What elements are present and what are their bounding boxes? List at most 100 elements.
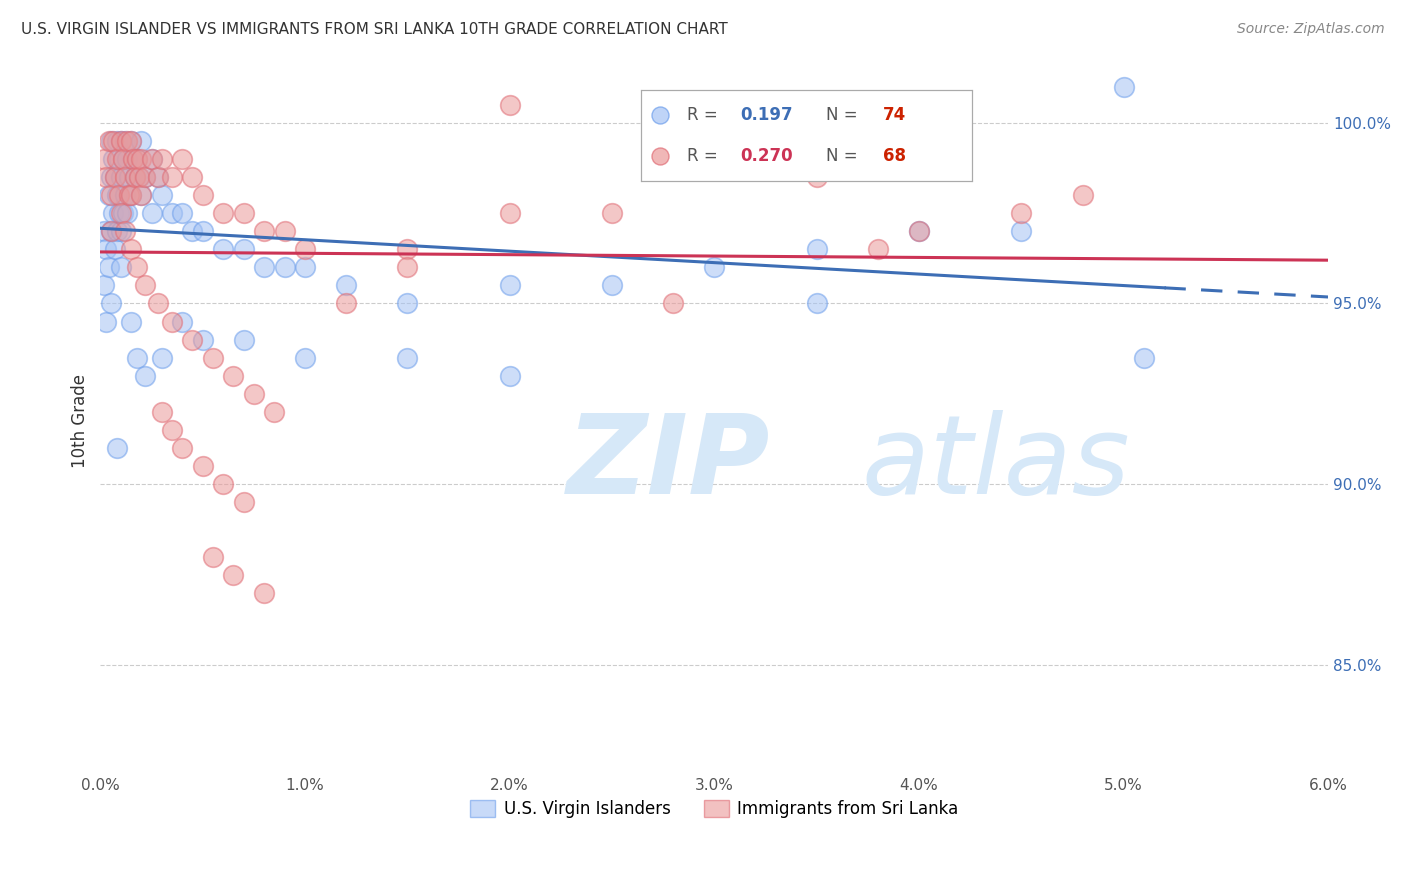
Point [1010,224,1032,238]
Point [96,242,118,256]
Point [110,169,132,184]
Point [294,351,316,365]
Point [111,152,134,166]
Point [191,459,214,474]
Point [118,188,141,202]
Point [110,260,132,275]
Point [212,206,235,220]
Point [600,278,623,293]
Point [107,188,129,202]
Point [160,314,183,328]
Point [115,152,138,166]
Point [146,169,169,184]
Point [100,169,122,184]
Point [181,169,204,184]
Point [703,260,725,275]
Point [97,134,120,148]
Point [263,405,285,419]
Point [105,152,128,166]
Point [105,224,128,238]
Point [129,188,152,202]
Point [1133,351,1156,365]
Point [110,134,132,148]
Point [243,387,266,401]
Point [160,423,183,437]
Text: Source: ZipAtlas.com: Source: ZipAtlas.com [1237,22,1385,37]
Point [110,206,132,220]
Point [134,169,156,184]
Point [124,169,146,184]
Point [120,314,142,328]
Point [146,169,169,184]
Point [201,549,224,564]
Point [806,169,828,184]
Point [105,134,128,148]
Point [222,368,245,383]
Point [105,441,128,455]
Point [172,206,194,220]
Point [96,314,118,328]
Point [97,260,120,275]
Point [128,169,150,184]
Point [222,567,245,582]
Point [100,224,122,238]
Point [93,152,115,166]
Point [150,405,173,419]
Point [160,169,183,184]
Point [212,242,235,256]
Point [120,134,142,148]
Point [104,169,127,184]
Point [498,278,520,293]
Point [122,152,145,166]
Point [172,314,194,328]
Point [114,188,136,202]
Point [120,242,142,256]
Text: ZIP: ZIP [567,409,770,516]
Point [107,206,129,220]
Point [120,188,142,202]
Point [127,260,149,275]
Y-axis label: 10th Grade: 10th Grade [72,374,89,468]
Point [150,152,173,166]
Point [118,169,141,184]
Point [908,224,931,238]
Point [150,188,173,202]
Point [115,206,138,220]
Point [141,152,163,166]
Text: U.S. VIRGIN ISLANDER VS IMMIGRANTS FROM SRI LANKA 10TH GRADE CORRELATION CHART: U.S. VIRGIN ISLANDER VS IMMIGRANTS FROM … [21,22,728,37]
Point [160,206,183,220]
Point [127,152,149,166]
Point [134,368,156,383]
Point [129,134,152,148]
Point [191,333,214,347]
Point [101,206,124,220]
Point [1112,79,1135,94]
Point [120,188,142,202]
Point [101,152,124,166]
Point [498,206,520,220]
Point [129,188,152,202]
Point [100,296,122,310]
Point [141,152,163,166]
Point [96,169,118,184]
Point [396,296,419,310]
Point [201,351,224,365]
Point [114,169,136,184]
Point [232,495,254,509]
Point [498,368,520,383]
Point [212,477,235,491]
Point [100,134,122,148]
Point [253,585,276,599]
Text: atlas: atlas [862,409,1130,516]
Point [908,224,931,238]
Point [100,224,122,238]
Point [191,224,214,238]
Point [101,134,124,148]
Point [232,206,254,220]
Point [273,224,295,238]
Point [1071,188,1094,202]
Point [150,351,173,365]
Point [172,441,194,455]
Point [127,351,149,365]
Point [191,188,214,202]
